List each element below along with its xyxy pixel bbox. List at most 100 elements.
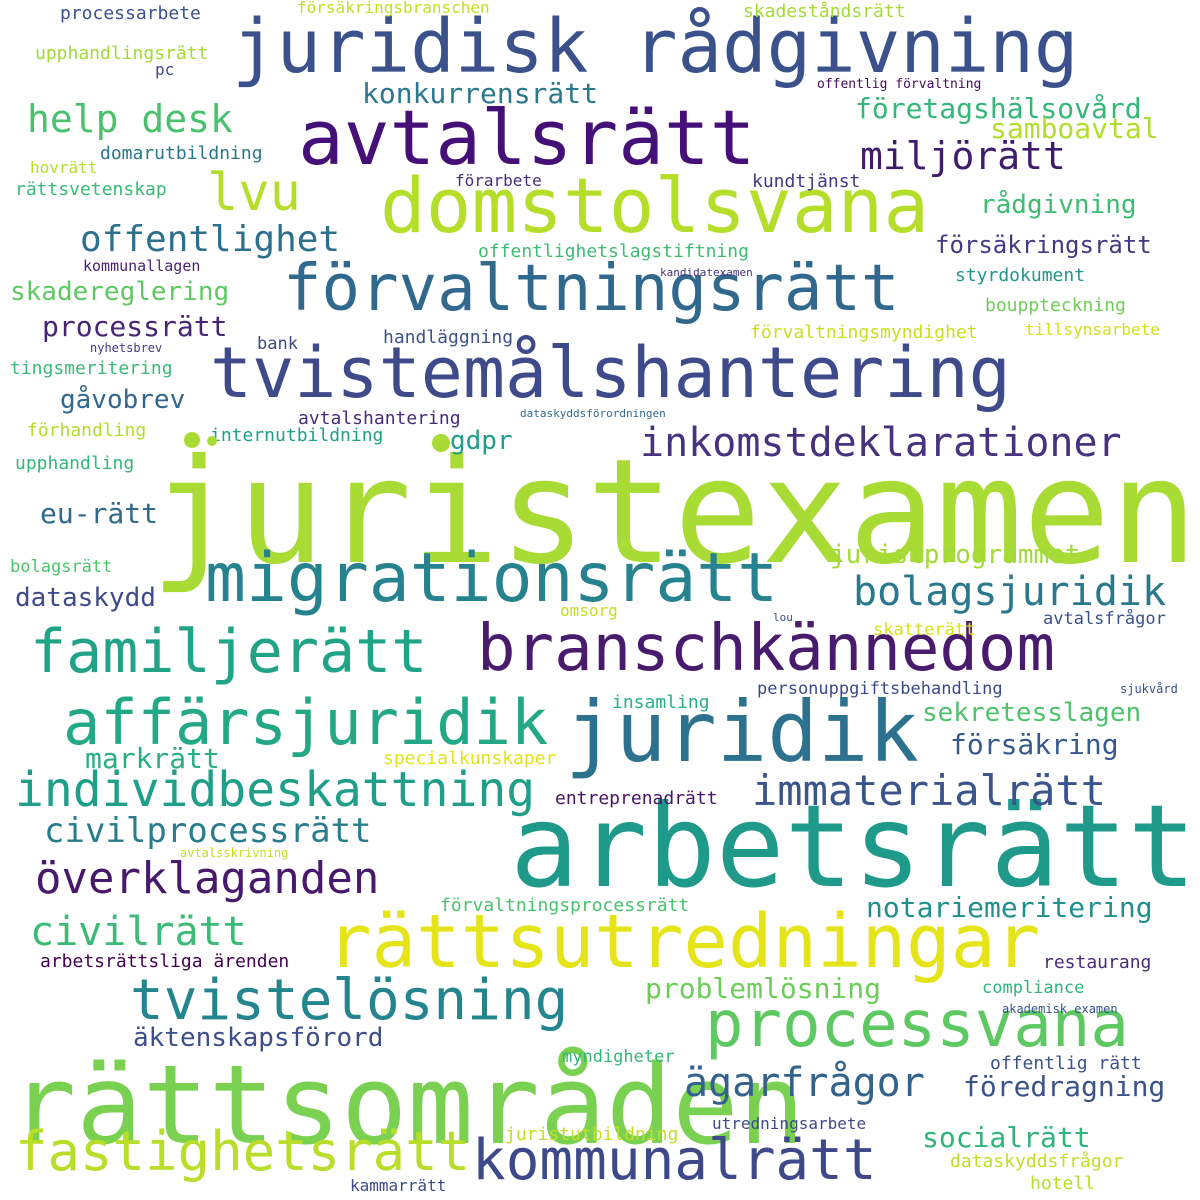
cloud-word: hotell xyxy=(1030,1173,1096,1194)
cloud-word: avtalshantering xyxy=(298,408,461,429)
cloud-word: tvistemålshantering xyxy=(210,332,1011,414)
cloud-word: bank xyxy=(257,334,298,354)
cloud-word: föredragning xyxy=(963,1070,1166,1103)
cloud-word: offentlighet xyxy=(80,219,341,260)
cloud-word: personuppgiftsbehandling xyxy=(757,679,1003,699)
cloud-word: lvu xyxy=(207,163,301,223)
cloud-word: skatterätt xyxy=(873,620,976,640)
cloud-word: immaterialrätt xyxy=(752,766,1107,815)
cloud-word: rättsutredningar xyxy=(327,899,1040,985)
cloud-word: processvana xyxy=(705,988,1129,1062)
cloud-word: civilrätt xyxy=(30,909,247,955)
cloud-word: domstolsvana xyxy=(380,161,930,250)
cloud-word: kommunalrätt xyxy=(472,1128,877,1193)
cloud-word: omsorg xyxy=(560,601,618,620)
cloud-word: förvaltningsrätt xyxy=(283,252,900,326)
cloud-word: avtalsrätt xyxy=(298,93,756,182)
cloud-word: nyhetsbrev xyxy=(90,341,163,355)
cloud-word: avtalsfrågor xyxy=(1043,609,1166,629)
cloud-word: gåvobrev xyxy=(60,385,186,415)
cloud-word: domarutbildning xyxy=(100,143,263,164)
cloud-word: kandidatexamen xyxy=(660,266,753,279)
cloud-word: överklaganden xyxy=(35,853,380,904)
cloud-word: miljörätt xyxy=(860,134,1066,178)
cloud-dot xyxy=(184,432,200,448)
cloud-word: dataskyddsförordningen xyxy=(520,407,666,420)
cloud-word: bouppteckning xyxy=(985,295,1126,316)
cloud-word: konkurrensrätt xyxy=(362,77,599,110)
cloud-word: offentlig rätt xyxy=(990,1053,1142,1074)
cloud-word: hovrätt xyxy=(30,158,98,177)
cloud-word: äktenskapsförord xyxy=(133,1023,384,1053)
cloud-word: restaurang xyxy=(1043,952,1152,973)
cloud-word: myndigheter xyxy=(562,1047,675,1067)
cloud-word: socialrätt xyxy=(922,1121,1091,1154)
cloud-word: bolagsrätt xyxy=(10,557,113,577)
cloud-word: förvaltningsmyndighet xyxy=(750,322,978,343)
cloud-word: help desk xyxy=(27,97,233,141)
cloud-word: sjukvård xyxy=(1120,682,1178,696)
cloud-word: juristexamen xyxy=(150,428,1198,597)
cloud-word: ägarfrågor xyxy=(684,1060,925,1106)
cloud-word: förhandling xyxy=(27,420,147,441)
cloud-word: processarbete xyxy=(60,3,201,24)
cloud-word: akademisk examen xyxy=(1002,1002,1118,1016)
cloud-word: arbetsrätt xyxy=(510,780,1197,913)
cloud-word: juristutbildning xyxy=(505,1124,679,1145)
cloud-word: upphandlingsrätt xyxy=(35,43,209,64)
cloud-word: eu-rätt xyxy=(40,497,159,530)
cloud-word: arbetsrättsliga ärenden xyxy=(40,951,290,972)
cloud-word: tingsmeritering xyxy=(10,358,173,379)
cloud-word: compliance xyxy=(982,978,1085,998)
cloud-word: styrdokument xyxy=(955,265,1086,286)
cloud-word: entreprenadrätt xyxy=(555,788,718,809)
cloud-word: notariemeritering xyxy=(866,891,1153,924)
cloud-word: försäkring xyxy=(950,728,1119,761)
cloud-word: dataskyddsfrågor xyxy=(950,1151,1124,1172)
cloud-word: förarbete xyxy=(455,171,542,190)
cloud-word: processrätt xyxy=(42,310,228,343)
cloud-word: insamling xyxy=(612,692,710,713)
cloud-word: individbeskattning xyxy=(15,762,536,818)
cloud-word: kommunallagen xyxy=(83,257,201,275)
cloud-word: dataskydd xyxy=(15,583,156,613)
cloud-word: offentlighetslagstiftning xyxy=(478,241,749,262)
cloud-word: försäkringsbranschen xyxy=(297,0,490,17)
cloud-word: förvaltningsprocessrätt xyxy=(440,895,690,916)
cloud-word: avtalsskrivning xyxy=(180,846,289,860)
cloud-word: handläggning xyxy=(383,327,514,348)
cloud-word: företagshälsovård xyxy=(855,92,1142,125)
cloud-word: tvistelösning xyxy=(130,968,569,1033)
cloud-word: fastighetsrätt xyxy=(15,1120,471,1183)
cloud-word: bolagsjuridik xyxy=(853,569,1167,615)
cloud-word: gdpr xyxy=(450,426,513,456)
cloud-word: kundtjänst xyxy=(752,171,861,192)
cloud-dot xyxy=(207,436,217,446)
cloud-word: familjerätt xyxy=(30,617,428,687)
cloud-word: sekretesslagen xyxy=(922,698,1142,728)
cloud-word: rättsområden xyxy=(10,1041,805,1169)
cloud-word: lou xyxy=(773,611,793,624)
cloud-word: rättsvetenskap xyxy=(15,179,167,200)
cloud-word: juridik xyxy=(565,683,920,781)
cloud-word: juristprogrammet xyxy=(830,540,1081,570)
cloud-word: tillsynsarbete xyxy=(1025,320,1160,339)
cloud-dot xyxy=(432,434,450,452)
cloud-word: skadeståndsrätt xyxy=(743,1,906,22)
cloud-word: markrätt xyxy=(85,742,220,775)
cloud-word: rådgivning xyxy=(980,190,1137,220)
cloud-word: utredningsarbete xyxy=(712,1114,867,1133)
cloud-word: affärsjuridik xyxy=(63,686,549,759)
cloud-word: branschkännedom xyxy=(477,612,1055,686)
cloud-word: kammarrätt xyxy=(350,1176,447,1195)
cloud-word: pc xyxy=(155,60,175,79)
cloud-word: upphandling xyxy=(15,453,135,474)
cloud-word: internutbildning xyxy=(210,425,384,446)
cloud-word: juridisk rådgivning xyxy=(232,4,1079,90)
cloud-word: civilprocessrätt xyxy=(44,811,372,851)
cloud-word: migrationsrätt xyxy=(205,539,779,618)
cloud-word: specialkunskaper xyxy=(383,748,557,769)
cloud-word: problemlösning xyxy=(645,972,882,1005)
cloud-word: inkomstdeklarationer xyxy=(640,420,1122,466)
